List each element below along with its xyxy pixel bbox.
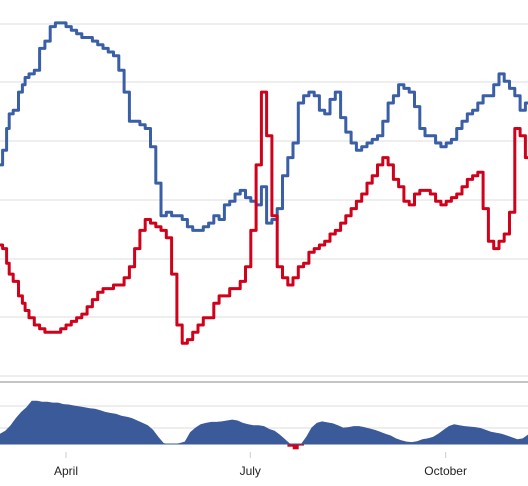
oscillator-area (0, 401, 528, 450)
x-tick-label-july: July (240, 464, 261, 478)
oscillator-positive-area (0, 401, 528, 444)
main-chart-series (0, 23, 528, 343)
series-line-red (0, 92, 528, 343)
x-tick-label-april: April (54, 464, 78, 478)
oscillator-negative-bar (293, 444, 299, 449)
series-line-blue (0, 23, 528, 231)
x-tick-label-october: October (424, 464, 467, 478)
x-axis: April July October (54, 452, 467, 478)
